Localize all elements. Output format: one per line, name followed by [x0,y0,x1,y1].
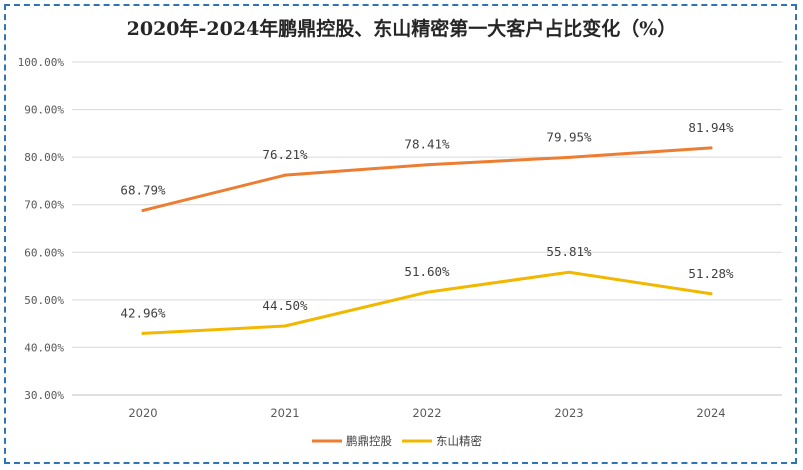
y-tick-label: 50.00% [24,294,64,307]
data-label: 68.79% [120,182,166,197]
data-label: 79.95% [546,129,592,144]
data-label: 42.96% [120,305,166,320]
data-point [425,163,429,167]
series-lines [141,146,713,335]
data-point [141,208,145,212]
y-tick-label: 100.00% [18,56,65,69]
x-tick-label: 2024 [696,406,725,420]
x-tick-label: 2023 [554,406,583,420]
x-axis: 2020 2021 2022 2023 2024 [128,406,725,420]
x-tick-label: 2020 [128,406,157,420]
legend-label: 鹏鼎控股 [346,434,392,448]
y-tick-label: 60.00% [24,246,64,259]
data-point [283,324,287,328]
data-label: 55.81% [546,244,592,259]
data-point [709,146,713,150]
series-line-2 [141,270,713,335]
x-tick-label: 2022 [412,406,441,420]
data-label: 51.60% [404,264,450,279]
data-label: 76.21% [262,147,308,162]
data-label: 44.50% [262,298,308,313]
y-tick-label: 30.00% [24,389,64,402]
data-label: 78.41% [404,137,450,152]
gridlines [72,61,782,396]
y-tick-label: 80.00% [24,151,64,164]
y-axis: 30.00% 40.00% 50.00% 60.00% 70.00% 80.00% 90.0… [18,56,65,402]
data-labels: 68.79% 76.21% 78.41% 79.95% 81.94% 42.96% 44.5… [120,120,734,320]
x-tick-label: 2021 [270,406,299,420]
data-point [567,270,571,274]
data-point [283,173,287,177]
data-point [567,155,571,159]
y-tick-label: 40.00% [24,341,64,354]
y-tick-label: 90.00% [24,104,64,117]
legend: 鹏鼎控股 东山精密 [312,434,482,448]
data-point [425,290,429,294]
data-label: 81.94% [688,120,734,135]
data-point [141,331,145,335]
data-point [709,292,713,296]
y-tick-label: 70.00% [24,199,64,212]
legend-label: 东山精密 [436,434,482,448]
chart-title: 2020年-2024年鹏鼎控股、东山精密第一大客户占比变化（%） [126,18,677,40]
data-label: 51.28% [688,266,734,281]
chart-frame [4,4,797,464]
